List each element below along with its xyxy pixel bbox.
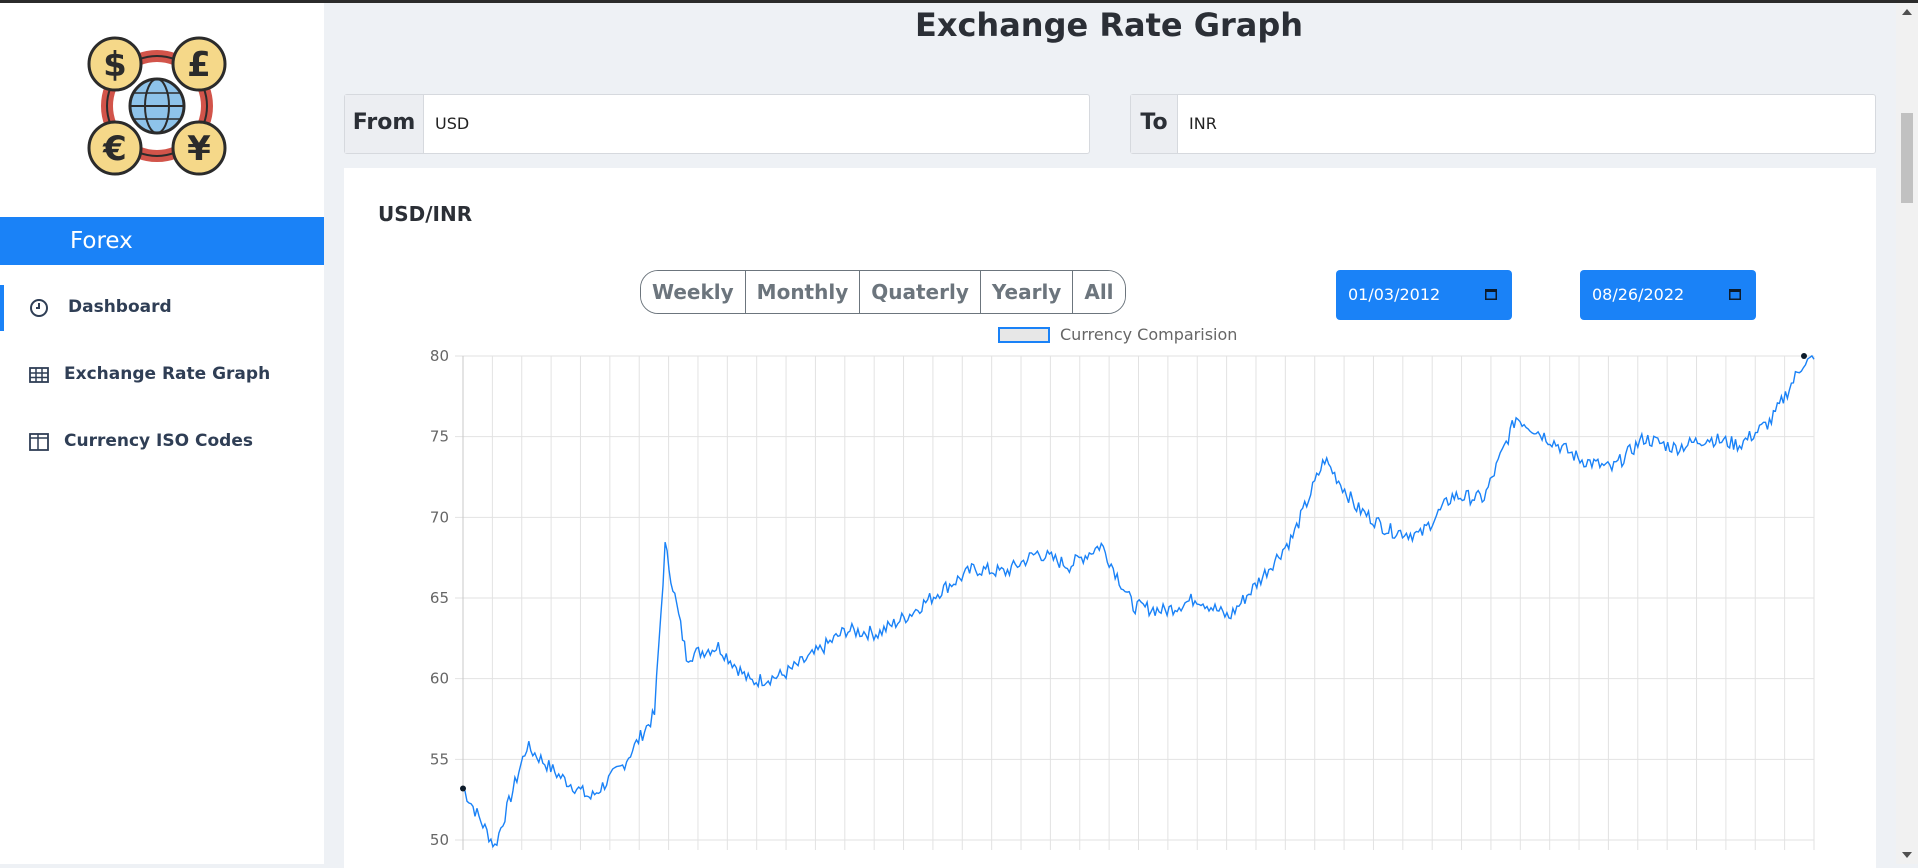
series-end-marker [1801,353,1807,359]
sidebar-item-label: Dashboard [68,297,172,317]
y-tick-label: 60 [430,670,449,688]
period-monthly-button[interactable]: Monthly [745,271,861,313]
start-date-value: 01/03/2012 [1348,285,1441,304]
brand-label: Forex [70,228,133,254]
currency-pair-title: USD/INR [378,202,473,226]
period-all-button[interactable]: All [1073,271,1125,313]
end-date-value: 08/26/2022 [1592,285,1685,304]
window-top-border [0,0,1918,3]
forex-logo: $ £ € ¥ [82,31,232,181]
period-quarterly-button[interactable]: Quaterly [860,271,981,313]
svg-text:€: € [102,129,127,169]
from-label: From [345,95,424,153]
y-tick-label: 55 [430,750,449,768]
end-date-input[interactable]: 08/26/2022 [1580,270,1756,320]
active-indicator [0,285,4,331]
to-currency-field[interactable]: To INR [1130,94,1876,154]
vertical-scrollbar[interactable] [1896,3,1918,864]
calendar-icon[interactable] [1484,287,1498,301]
scroll-down-arrow-icon[interactable] [1902,852,1912,858]
scroll-up-arrow-icon[interactable] [1902,9,1912,15]
sidebar-item-dashboard[interactable]: Dashboard [0,285,324,331]
to-value[interactable]: INR [1189,114,1217,133]
period-weekly-button[interactable]: Weekly [641,271,746,313]
y-tick-label: 75 [430,428,449,446]
legend-swatch [998,327,1050,343]
series-start-marker [460,785,466,792]
brand-bar[interactable]: Forex [0,217,324,265]
exchange-rate-line-chart: 50 55 60 65 70 75 80 [430,347,1815,850]
start-date-input[interactable]: 01/03/2012 [1336,270,1512,320]
sidebar-item-currency-iso-codes[interactable]: Currency ISO Codes [0,419,324,465]
chart-panel: USD/INR Weekly Monthly Quaterly Yearly A… [344,168,1876,868]
series-line-currency-comparision [462,354,1815,849]
svg-text:£: £ [187,45,211,85]
to-label: To [1131,95,1178,153]
period-button-group: Weekly Monthly Quaterly Yearly All [640,270,1126,314]
scroll-thumb[interactable] [1901,113,1913,203]
sidebar: $ £ € ¥ Forex Dashboard Exchange Rate Gr… [0,3,324,864]
columns-icon [29,433,49,451]
y-tick-label: 65 [430,589,449,607]
clock-icon [30,299,48,317]
calendar-icon[interactable] [1728,287,1742,301]
table-icon [29,367,49,383]
y-tick-label: 80 [430,347,449,365]
period-yearly-button[interactable]: Yearly [980,271,1074,313]
sidebar-item-label: Exchange Rate Graph [64,364,271,384]
legend-label: Currency Comparision [1060,325,1238,344]
sidebar-item-exchange-rate-graph[interactable]: Exchange Rate Graph [0,352,324,398]
from-currency-field[interactable]: From USD [344,94,1090,154]
y-tick-label: 70 [430,508,449,526]
y-tick-label: 50 [430,831,449,849]
sidebar-item-label: Currency ISO Codes [64,431,253,451]
page-title: Exchange Rate Graph [914,6,1304,44]
from-value[interactable]: USD [435,114,470,133]
svg-text:$: $ [103,45,127,85]
svg-text:¥: ¥ [187,129,211,169]
